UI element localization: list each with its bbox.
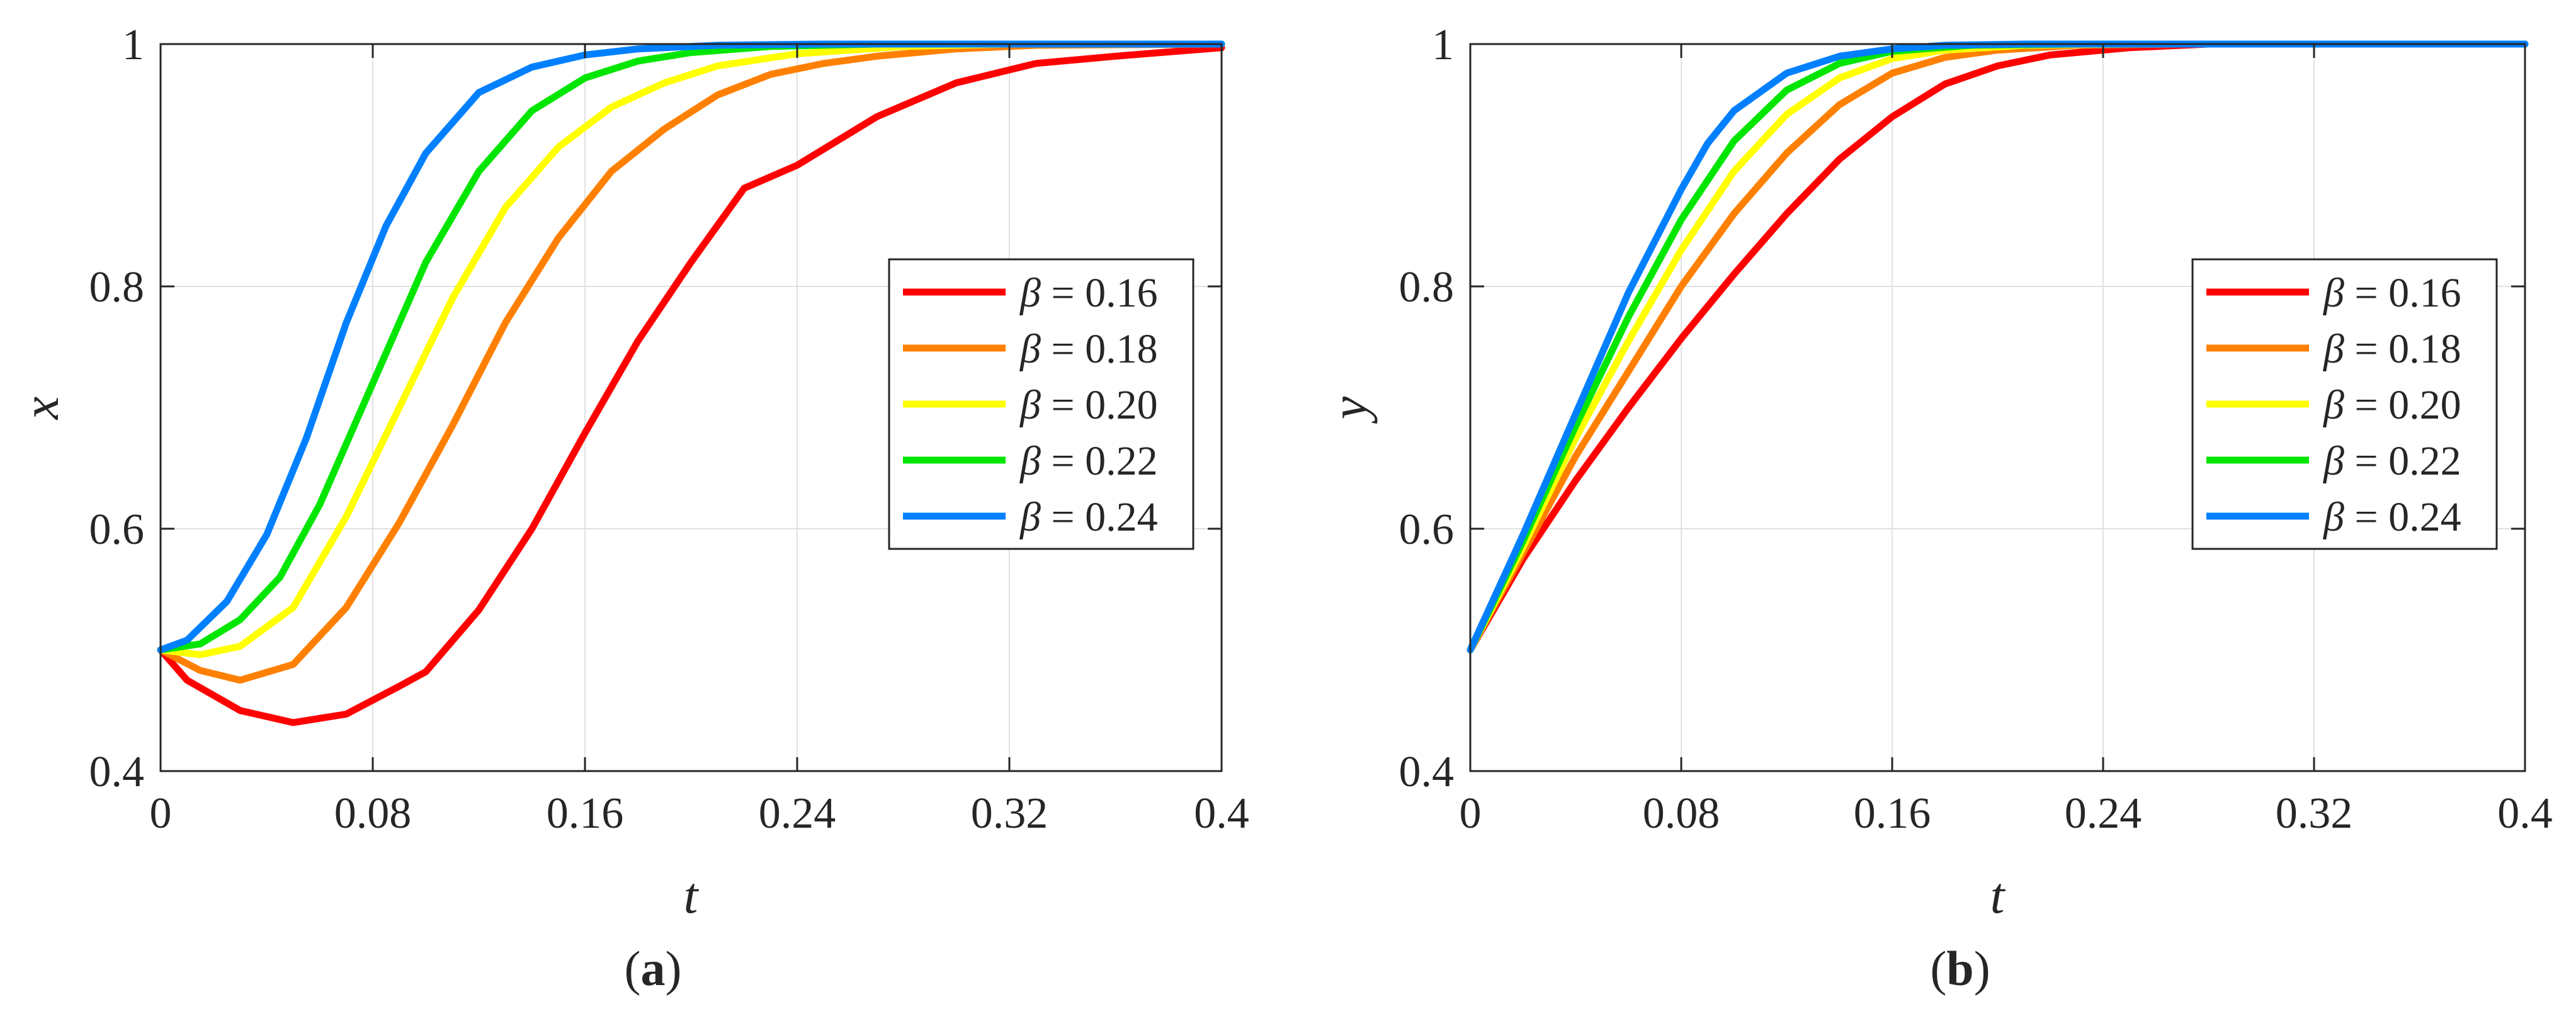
y-tick-label: 0.6 — [1399, 505, 1455, 554]
series-line-1 — [157, 40, 1225, 684]
x-tick-label: 0.08 — [334, 789, 412, 838]
x-tick-label: 0.16 — [1854, 789, 1931, 838]
x-tick-label: 0.08 — [1643, 789, 1720, 838]
x-tick-label: 0.24 — [759, 789, 836, 838]
y-tick-label: 0.4 — [1399, 748, 1455, 796]
x-tick-label: 0.16 — [547, 789, 624, 838]
y-axis-label: y — [1320, 396, 1378, 424]
x-tick-label: 0.32 — [2276, 789, 2353, 838]
y-tick-labels: 0.4 0.6 0.8 1 — [1399, 21, 1455, 796]
y-axis-label: x — [12, 397, 69, 420]
legend-label-4: β = 0.24 — [2322, 494, 2461, 540]
y-tick-label: 1 — [122, 21, 144, 69]
axis-ticks — [1469, 43, 2526, 772]
legend-label-4: β = 0.24 — [1019, 494, 1158, 540]
legend-label-2: β = 0.20 — [2322, 382, 2461, 428]
x-tick-label: 0 — [150, 789, 172, 838]
legend-label-0: β = 0.16 — [2322, 270, 2461, 316]
series-line-0 — [157, 44, 1225, 726]
legend-entries: β = 0.16 β = 0.18 β = 0.20 β = 0.22 β = 0.24 — [2206, 270, 2461, 540]
x-tick-label: 0 — [1460, 789, 1482, 838]
x-tick-label: 0.32 — [971, 789, 1048, 838]
y-tick-label: 0.6 — [89, 505, 145, 554]
panel-label: (b) — [1930, 941, 1990, 996]
y-tick-labels: 0.4 0.6 0.8 1 — [89, 21, 145, 796]
legend-label-1: β = 0.18 — [1019, 326, 1158, 372]
legend-label-3: β = 0.22 — [2322, 438, 2461, 484]
legend-label-2: β = 0.20 — [1019, 382, 1158, 428]
legend-entries: β = 0.16 β = 0.18 β = 0.20 β = 0.22 β = 0.24 — [903, 270, 1158, 540]
series-line-4 — [157, 40, 1225, 653]
axis-ticks — [159, 43, 1223, 772]
legend: β = 0.16 β = 0.18 β = 0.20 β = 0.22 β = 0.24 — [2191, 258, 2498, 550]
plot-frame — [1469, 43, 2526, 772]
x-tick-labels: 0 0.08 0.16 0.24 0.32 0.4 — [150, 789, 1249, 838]
legend-label-0: β = 0.16 — [1019, 270, 1158, 316]
x-axis-label: t — [1990, 867, 2006, 924]
chart-panel-b: 0 0.08 0.16 0.24 0.32 0.4 0.40.60.81 t y (b) … — [1320, 21, 2553, 996]
series-layer — [1467, 40, 2529, 653]
y-tick-label: 1 — [1432, 21, 1454, 69]
series-line-2 — [157, 40, 1225, 658]
plot-frame — [159, 43, 1223, 772]
legend-label-1: β = 0.18 — [2322, 326, 2461, 372]
series-line-3 — [157, 40, 1225, 653]
x-axis-label: t — [684, 867, 700, 924]
x-tick-label: 0.4 — [2497, 789, 2553, 838]
legend-label-3: β = 0.22 — [1019, 438, 1158, 484]
y-tick-label: 0.8 — [1399, 263, 1455, 312]
panel-label: (a) — [625, 941, 682, 996]
legend: β = 0.16 β = 0.18 β = 0.20 β = 0.22 β = 0.24 — [888, 258, 1194, 550]
series-layer — [157, 40, 1225, 726]
chart-panel-a: 0 0.08 0.16 0.24 0.32 0.4 0.40.60.81 t x (a) … — [12, 21, 1249, 996]
series-line-4 — [1467, 40, 2529, 653]
y-tick-label: 0.4 — [89, 748, 145, 796]
x-tick-label: 0.24 — [2065, 789, 2142, 838]
y-tick-label: 0.8 — [89, 263, 145, 312]
x-tick-labels: 0 0.08 0.16 0.24 0.32 0.4 — [1460, 789, 2553, 838]
x-tick-label: 0.4 — [1194, 789, 1249, 838]
